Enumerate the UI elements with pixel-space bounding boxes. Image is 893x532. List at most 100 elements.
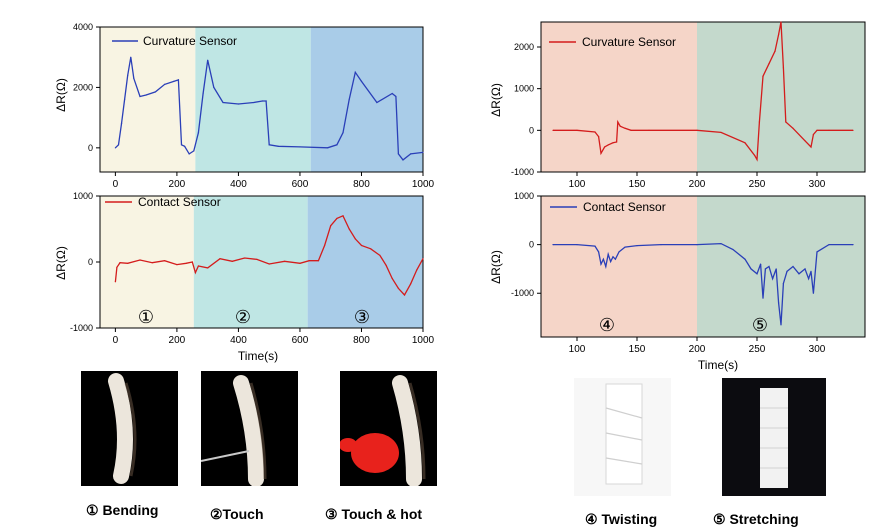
data-point: [720, 243, 722, 245]
data-point: [197, 132, 200, 134]
data-point: [114, 147, 116, 149]
data-point: [762, 75, 764, 77]
data-point: [299, 146, 301, 148]
data-point: [120, 123, 123, 125]
data-point: [327, 147, 329, 149]
data-point: [336, 217, 338, 220]
y-tick-label: -1000: [511, 288, 534, 298]
y-tick-label: 2000: [514, 42, 534, 52]
data-point: [222, 101, 224, 104]
y-tick-label: 0: [88, 257, 93, 267]
data-point: [607, 253, 609, 255]
data-point: [552, 244, 554, 246]
data-point: [616, 141, 618, 143]
data-point: [231, 260, 233, 262]
data-point: [176, 264, 178, 266]
data-point: [852, 129, 854, 131]
data-point: [782, 282, 784, 285]
data-point: [576, 244, 578, 246]
caption-touch-hot: ③ Touch & hot: [325, 506, 423, 522]
y-tick-label: -1000: [511, 167, 534, 177]
data-point: [348, 98, 350, 101]
data-point: [605, 265, 607, 268]
data-point: [402, 159, 404, 161]
stage-region-1: [100, 27, 196, 172]
x-tick-label: 800: [353, 335, 370, 346]
x-axis-label: Time(s): [698, 358, 738, 372]
data-point: [576, 129, 578, 131]
data-point: [127, 262, 129, 264]
y-tick-label: 1000: [73, 191, 93, 201]
x-tick-label: 200: [169, 179, 186, 190]
x-tick-label: 300: [809, 179, 826, 190]
data-point: [145, 94, 147, 96]
data-point: [410, 283, 412, 285]
data-point: [395, 95, 397, 98]
x-axis-label: Time(s): [238, 349, 278, 363]
y-axis-label: ΔR(Ω): [489, 250, 503, 284]
y-axis-label: ΔR(Ω): [54, 246, 68, 280]
x-tick-label: 150: [629, 344, 646, 355]
curvature-sensor-chart-left: 0 200 400 600 800 1000 0 2000 4000 Curvature Sen…: [54, 22, 435, 190]
data-point: [764, 268, 766, 270]
curvature-sensor-chart-right: 100 150 200 250 300 -1000 0 1000 2000 Curvature …: [489, 21, 866, 190]
series-line: [114, 57, 424, 161]
data-point: [360, 80, 363, 82]
series-line: [553, 242, 853, 325]
data-point: [283, 260, 286, 262]
x-tick-label: 200: [689, 344, 706, 355]
data-point: [237, 103, 240, 105]
data-point: [154, 91, 156, 93]
data-point: [598, 251, 600, 253]
x-tick-label: 1000: [412, 179, 435, 190]
contact-sensor-chart-left: 0 200 400 600 800 1000 -1000 0 1000 Contact Sens…: [54, 191, 435, 363]
y-tick-label: 1000: [514, 84, 534, 94]
data-point: [256, 258, 258, 260]
stage-marker-twisting: ④: [599, 315, 615, 335]
y-tick-label: 0: [529, 240, 534, 250]
data-point: [422, 151, 424, 153]
data-point: [191, 261, 193, 263]
stage-region-1: [541, 196, 697, 337]
data-point: [792, 265, 794, 268]
x-tick-label: 1000: [412, 335, 435, 346]
twisting-photo: [574, 378, 671, 496]
y-tick-label: 4000: [73, 22, 93, 32]
data-point: [612, 142, 614, 144]
data-point: [775, 268, 777, 270]
x-tick-label: 250: [749, 344, 766, 355]
data-point: [785, 121, 787, 123]
x-tick-label: 400: [230, 335, 247, 346]
data-point: [750, 268, 752, 270]
stage-region-3: [307, 196, 423, 328]
data-point: [330, 225, 332, 227]
plot-frame: [540, 21, 866, 173]
caption-touch: ②Touch: [210, 506, 264, 522]
stage-region-2: [697, 22, 865, 172]
stage-region-2: [195, 27, 311, 172]
data-point: [342, 132, 344, 134]
data-point: [758, 121, 760, 123]
data-point: [127, 74, 129, 76]
data-point: [754, 154, 756, 156]
series-line: [114, 214, 424, 297]
data-point: [299, 262, 301, 264]
series-line: [553, 21, 853, 162]
data-point: [798, 273, 800, 275]
y-tick-label: 0: [88, 143, 93, 153]
data-point: [119, 262, 121, 264]
x-tick-label: 200: [169, 335, 186, 346]
data-point: [812, 133, 814, 136]
data-point: [612, 256, 614, 258]
data-point: [379, 254, 381, 256]
data-point: [604, 146, 606, 148]
data-point: [600, 152, 602, 154]
data-point: [810, 146, 812, 148]
data-point: [385, 264, 387, 266]
legend-label: Contact Sensor: [138, 195, 221, 209]
data-point: [336, 144, 338, 146]
data-point: [114, 281, 116, 283]
y-axis-label: ΔR(Ω): [54, 78, 68, 112]
data-point: [618, 251, 620, 253]
data-point: [614, 258, 616, 260]
